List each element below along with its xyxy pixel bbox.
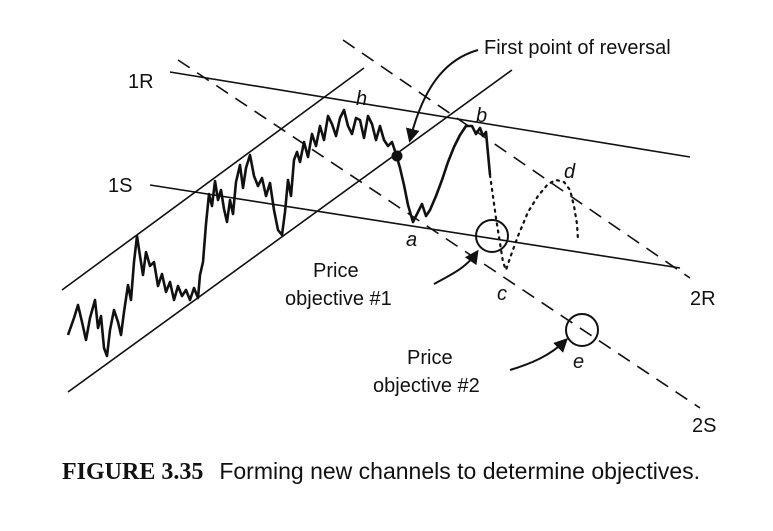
label-objective-2-line2: objective #2 [373, 375, 480, 397]
line-1r [169, 71, 691, 158]
label-1r: 1R [128, 71, 154, 93]
objective-1-arrow [433, 249, 479, 285]
figure-caption: FIGURE 3.35 Forming new channels to deter… [62, 455, 752, 488]
price-objective-2-circle [565, 313, 599, 347]
first-reversal-arrow [405, 49, 479, 143]
price-path [66, 108, 492, 358]
label-objective-2-line1: Price [407, 347, 453, 369]
label-point-h: h [356, 88, 367, 110]
line-2s-dashed [177, 59, 701, 409]
objective-2-arrow [509, 338, 568, 371]
label-point-c: c [497, 283, 507, 305]
reversal-point-dot [391, 150, 403, 162]
label-point-a: a [406, 229, 417, 251]
label-first-reversal: First point of reversal [484, 37, 671, 59]
price-objective-1-circle [475, 219, 509, 253]
channel-diagram: 1R 1S 2R 2S First point of reversal h b … [61, 37, 716, 437]
label-2s: 2S [692, 415, 716, 437]
label-2r: 2R [690, 288, 716, 310]
figure-caption-text: Forming new channels to determine object… [219, 458, 701, 484]
rising-channel-upper-line [61, 67, 365, 291]
label-1s: 1S [108, 175, 132, 197]
label-point-d: d [564, 161, 576, 183]
label-point-e: e [573, 351, 584, 373]
figure-number: FIGURE 3.35 [62, 459, 204, 485]
line-1s [149, 184, 681, 269]
line-2r-dashed [342, 39, 691, 279]
label-objective-1-line2: objective #1 [285, 288, 392, 310]
label-point-b: b [476, 105, 487, 127]
label-objective-1-line1: Price [313, 260, 359, 282]
projected-dotted-path [488, 173, 580, 274]
rising-channel-lower-line [67, 69, 513, 393]
